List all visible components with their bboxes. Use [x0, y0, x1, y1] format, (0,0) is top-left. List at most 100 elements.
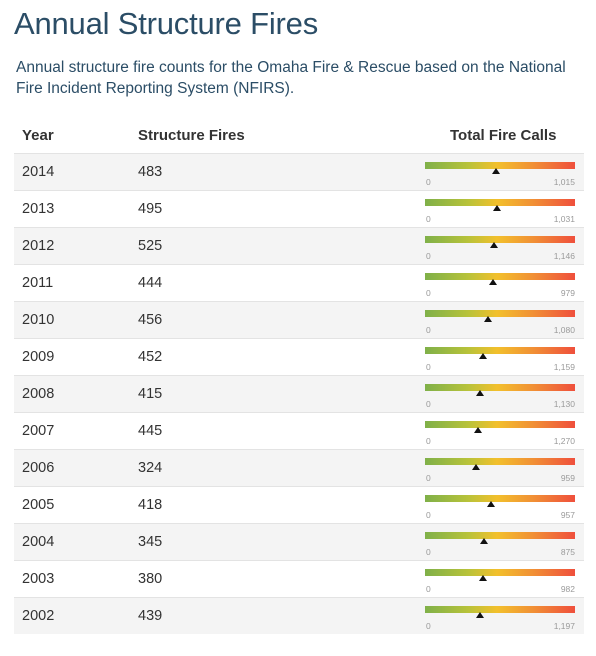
gauge-marker [480, 538, 489, 544]
gauge-min-label: 0 [426, 547, 431, 557]
gauge-marker [476, 612, 484, 618]
year-cell: 2005 [22, 497, 55, 513]
gauge-marker [486, 501, 495, 507]
table-row: 2003 380 0 982 [14, 560, 584, 597]
gauge-min-label: 0 [426, 621, 431, 631]
total-fire-calls-gauge: 0 1,159 [425, 345, 575, 372]
year-cell: 2007 [22, 423, 55, 439]
gauge-max-label: 1,270 [553, 436, 575, 446]
total-fire-calls-gauge: 0 875 [425, 530, 575, 557]
total-fire-calls-gauge: 0 1,080 [425, 308, 575, 335]
page-description: Annual structure fire counts for the Oma… [16, 59, 566, 97]
structure-fires-cell: 345 [138, 534, 163, 550]
gauge-min-label: 0 [426, 584, 431, 594]
table-row: 2012 525 0 1,146 [14, 227, 584, 264]
year-cell: 2008 [22, 386, 55, 402]
table-row: 2013 495 0 1,031 [14, 190, 584, 227]
gauge-marker [479, 575, 488, 581]
gauge-min-label: 0 [426, 177, 431, 187]
total-fire-calls-gauge: 0 1,015 [425, 160, 575, 187]
structure-fires-cell: 445 [138, 423, 163, 439]
gauge-max-label: 959 [560, 473, 575, 483]
structure-fires-cell: 456 [138, 312, 163, 328]
gauge-min-label: 0 [426, 510, 431, 520]
year-cell: 2012 [22, 238, 55, 254]
gauge-marker [493, 205, 502, 211]
page-title: Annual Structure Fires [14, 6, 319, 41]
structure-fires-cell: 495 [138, 201, 163, 217]
structure-fires-cell: 439 [138, 608, 163, 624]
structure-fires-cell: 452 [138, 349, 163, 365]
structure-fires-cell: 444 [138, 275, 163, 291]
gauge-min-label: 0 [426, 436, 431, 446]
gauge-marker [489, 279, 498, 285]
gauge-min-label: 0 [426, 288, 431, 298]
header-structure-fires[interactable]: Structure Fires [138, 127, 245, 144]
total-fire-calls-gauge: 0 1,146 [425, 234, 575, 261]
gauge-min-label: 0 [426, 214, 431, 224]
gauge-bar [425, 458, 575, 465]
gauge-bar [425, 421, 575, 428]
gauge-bar [425, 384, 575, 391]
gauge-max-label: 875 [560, 547, 575, 557]
structure-fires-cell: 324 [138, 460, 163, 476]
gauge-min-label: 0 [426, 399, 431, 409]
table-row: 2004 345 0 875 [14, 523, 584, 560]
total-fire-calls-gauge: 0 982 [425, 567, 575, 594]
gauge-bar [425, 495, 575, 502]
gauge-bar [425, 236, 575, 243]
gauge-bar [425, 310, 575, 317]
structure-fires-cell: 418 [138, 497, 163, 513]
gauge-bar [425, 606, 575, 613]
gauge-max-label: 1,159 [553, 362, 575, 372]
structure-fires-cell: 525 [138, 238, 163, 254]
gauge-bar [425, 162, 575, 169]
header-total-fire-calls[interactable]: Total Fire Calls [450, 127, 557, 144]
gauge-bar [425, 532, 575, 539]
gauge-marker [473, 427, 482, 433]
total-fire-calls-gauge: 0 957 [425, 493, 575, 520]
total-fire-calls-gauge: 0 1,197 [425, 604, 575, 631]
gauge-marker [476, 390, 485, 396]
gauge-max-label: 982 [560, 584, 575, 594]
gauge-max-label: 1,031 [553, 214, 575, 224]
structure-fires-cell: 380 [138, 571, 163, 587]
gauge-min-label: 0 [426, 325, 431, 335]
table-row: 2005 418 0 957 [14, 486, 584, 523]
gauge-marker [471, 464, 480, 470]
total-fire-calls-gauge: 0 959 [425, 456, 575, 483]
year-cell: 2003 [22, 571, 55, 587]
gauge-bar [425, 347, 575, 354]
fires-table: 2014 483 0 1,015 2013 495 0 1,031 2012 525 0 1,146 2… [14, 153, 584, 634]
year-cell: 2014 [22, 164, 55, 180]
gauge-min-label: 0 [426, 473, 431, 483]
year-cell: 2006 [22, 460, 55, 476]
year-cell: 2002 [22, 608, 55, 624]
table-row: 2014 483 0 1,015 [14, 153, 584, 190]
gauge-max-label: 1,146 [553, 251, 575, 261]
gauge-marker [484, 316, 493, 322]
gauge-bar [425, 199, 575, 206]
header-year[interactable]: Year [22, 127, 54, 144]
gauge-marker [489, 242, 498, 248]
table-header: Year Structure Fires Total Fire Calls [0, 127, 596, 147]
total-fire-calls-gauge: 0 1,031 [425, 197, 575, 224]
gauge-max-label: 979 [560, 288, 575, 298]
gauge-max-label: 1,197 [553, 621, 575, 631]
gauge-max-label: 957 [560, 510, 575, 520]
gauge-max-label: 1,015 [553, 177, 575, 187]
structure-fires-cell: 415 [138, 386, 163, 402]
table-row: 2010 456 0 1,080 [14, 301, 584, 338]
table-row: 2006 324 0 959 [14, 449, 584, 486]
gauge-min-label: 0 [426, 362, 431, 372]
table-row: 2008 415 0 1,130 [14, 375, 584, 412]
year-cell: 2009 [22, 349, 55, 365]
table-row: 2009 452 0 1,159 [14, 338, 584, 375]
year-cell: 2013 [22, 201, 55, 217]
gauge-max-label: 1,080 [553, 325, 575, 335]
gauge-max-label: 1,130 [553, 399, 575, 409]
table-row: 2007 445 0 1,270 [14, 412, 584, 449]
gauge-min-label: 0 [426, 251, 431, 261]
gauge-marker [492, 168, 501, 174]
